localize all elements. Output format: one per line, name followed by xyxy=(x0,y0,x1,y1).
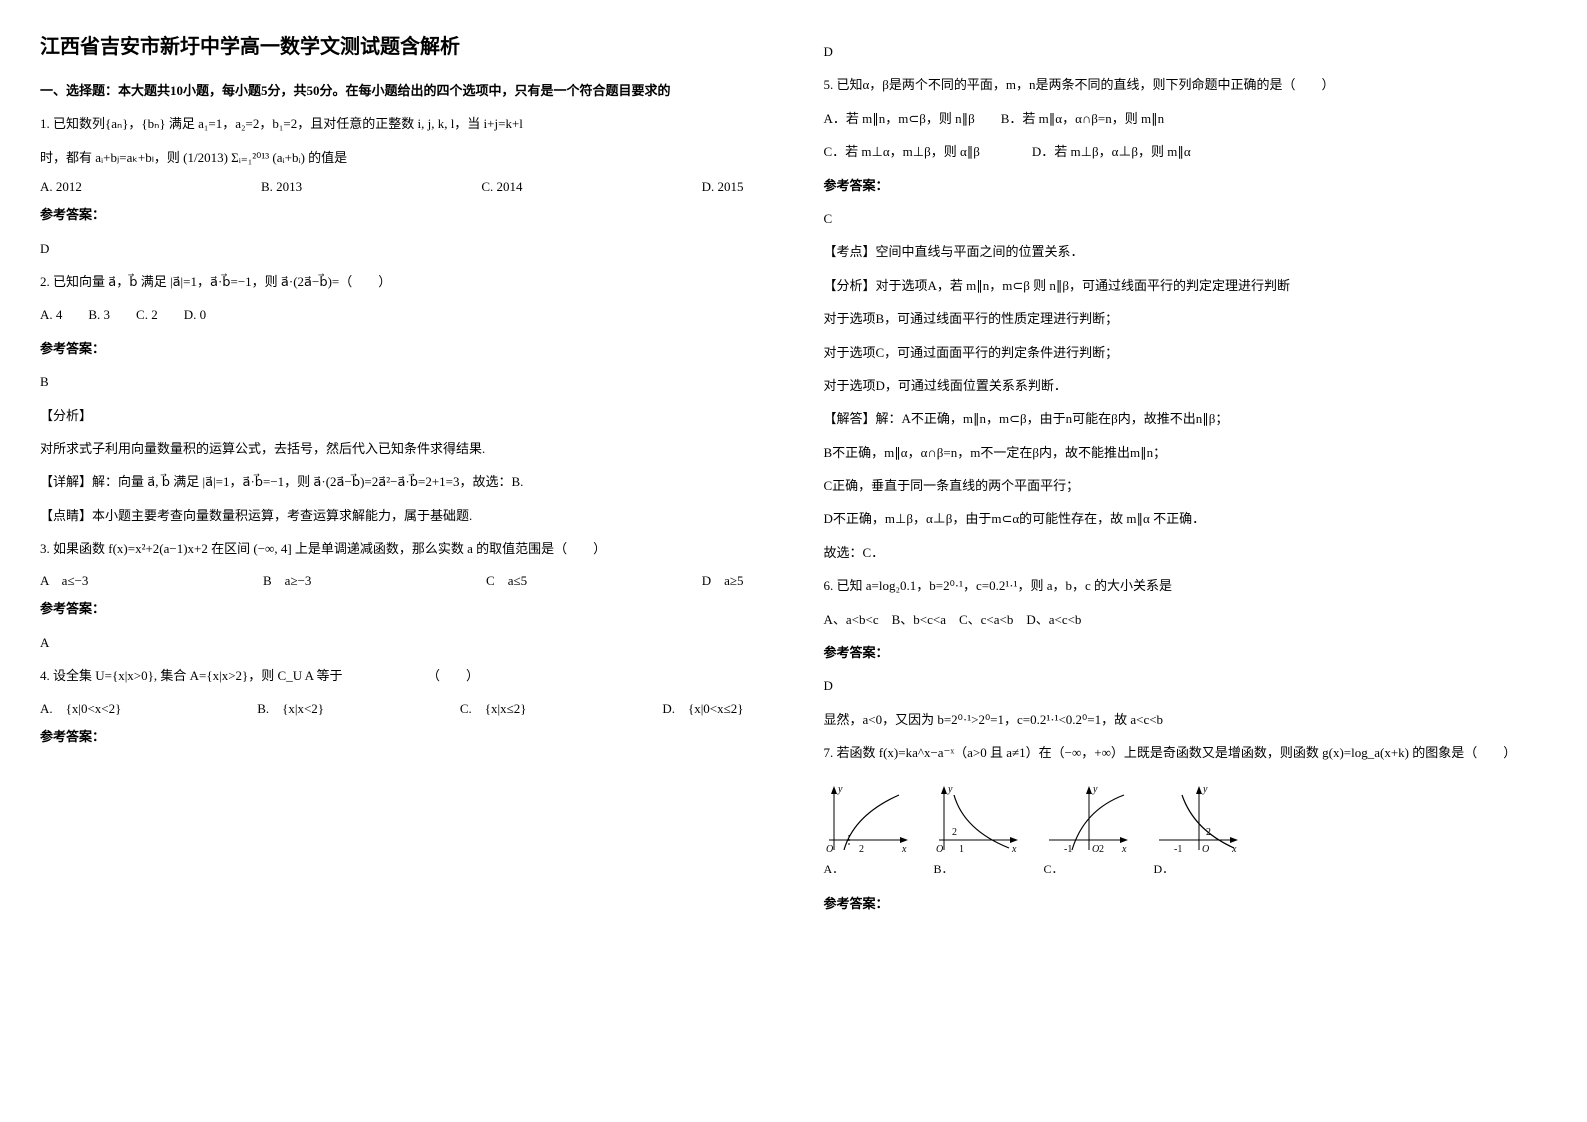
svg-text:1: 1 xyxy=(959,844,964,855)
q4-option-c: C. {x|x≤2} xyxy=(460,698,527,717)
q2-answer: B xyxy=(40,370,764,393)
q4-option-b: B. {x|x<2} xyxy=(257,698,324,717)
q3-option-a: A a≤−3 xyxy=(40,570,88,589)
page-title: 江西省吉安市新圩中学高一数学文测试题含解析 xyxy=(40,30,764,59)
q5-answer-label: 参考答案： xyxy=(824,174,1548,197)
q5-analysis-3: 对于选项C，可通过面面平行的判定条件进行判断； xyxy=(824,341,1548,364)
svg-text:-1: -1 xyxy=(1064,844,1072,855)
q3-option-b: B a≥−3 xyxy=(263,570,311,589)
q2-analysis: 对所求式子利用向量数量积的运算公式，去括号，然后代入已知条件求得结果. xyxy=(40,437,764,460)
q5-analysis-2: 对于选项B，可通过线面平行的性质定理进行判断； xyxy=(824,307,1548,330)
svg-text:2: 2 xyxy=(859,844,864,855)
q7-stem: 7. 若函数 f(x)=ka^x−a⁻ˣ（a>0 且 a≠1）在（−∞，+∞）上… xyxy=(824,741,1548,764)
q3-answer: A xyxy=(40,631,764,654)
q1-option-b: B. 2013 xyxy=(261,179,302,195)
q3-option-c: C a≤5 xyxy=(486,570,527,589)
q1-answer-label: 参考答案： xyxy=(40,203,764,226)
q5-solve-4: D不正确，m⊥β，α⊥β，由于m⊂α的可能性存在，故 m∥α 不正确． xyxy=(824,507,1548,530)
q1-stem-line2: 时，都有 aᵢ+bⱼ=aₖ+bₗ，则 (1/2013) Σᵢ₌₁²⁰¹³ (aᵢ… xyxy=(40,146,764,169)
q2-analysis-label: 【分析】 xyxy=(40,404,764,427)
svg-text:-1: -1 xyxy=(1174,844,1182,855)
svg-text:y: y xyxy=(837,784,843,795)
q7-label-c: C． xyxy=(1044,862,1064,876)
q5-stem: 5. 已知α，β是两个不同的平面，m，n是两条不同的直线，则下列命题中正确的是（… xyxy=(824,73,1548,96)
q5-answer: C xyxy=(824,207,1548,230)
graph-c-svg: O x y -1 2 xyxy=(1044,780,1134,860)
q2-stem: 2. 已知向量 a⃗，b⃗ 满足 |a⃗|=1，a⃗·b⃗=−1，则 a⃗·(2… xyxy=(40,270,764,293)
q4-answer-label: 参考答案： xyxy=(40,725,764,748)
q7-label-d: D． xyxy=(1154,862,1175,876)
svg-text:O: O xyxy=(936,844,943,855)
graph-d-svg: O x y -1 2 xyxy=(1154,780,1244,860)
svg-text:2: 2 xyxy=(952,827,957,838)
q3-options: A a≤−3 B a≥−3 C a≤5 D a≥5 xyxy=(40,570,764,589)
q2-options: A. 4 B. 3 C. 2 D. 0 xyxy=(40,303,764,326)
q1-option-a: A. 2012 xyxy=(40,179,82,195)
q6-detail: 显然，a<0，又因为 b=2⁰·¹>2⁰=1，c=0.2¹·¹<0.2⁰=1，故… xyxy=(824,708,1548,731)
q1-option-c: C. 2014 xyxy=(481,179,522,195)
q5-solve-3: C正确，垂直于同一条直线的两个平面平行； xyxy=(824,474,1548,497)
q7-label-b: B． xyxy=(934,862,954,876)
section-heading: 一、选择题：本大题共10小题，每小题5分，共50分。在每小题给出的四个选项中，只… xyxy=(40,79,764,102)
graph-b-svg: O x y 2 1 xyxy=(934,780,1024,860)
svg-text:y: y xyxy=(947,784,953,795)
q5-analysis: 【分析】对于选项A，若 m∥n，m⊂β 则 n∥β，可通过线面平行的判定定理进行… xyxy=(824,274,1548,297)
q2-detail: 【详解】解：向量 a⃗, b⃗ 满足 |a⃗|=1，a⃗·b⃗=−1，则 a⃗·… xyxy=(40,470,764,493)
graph-a-svg: O x y 2 xyxy=(824,780,914,860)
svg-text:y: y xyxy=(1202,784,1208,795)
q3-stem: 3. 如果函数 f(x)=x²+2(a−1)x+2 在区间 (−∞, 4] 上是… xyxy=(40,537,764,560)
q1-answer: D xyxy=(40,237,764,260)
q2-answer-label: 参考答案： xyxy=(40,337,764,360)
q3-option-d: D a≥5 xyxy=(702,570,744,589)
q1-option-d: D. 2015 xyxy=(702,179,744,195)
q5-options-cd: C．若 m⊥α，m⊥β，则 α∥β D．若 m⊥β，α⊥β，则 m∥α xyxy=(824,140,1548,163)
left-column: 江西省吉安市新圩中学高一数学文测试题含解析 一、选择题：本大题共10小题，每小题… xyxy=(40,30,764,919)
q5-options-ab: A．若 m∥n，m⊂β，则 n∥β B．若 m∥α，α∩β=n，则 m∥n xyxy=(824,107,1548,130)
q7-graph-b: O x y 2 1 B． xyxy=(934,780,1024,877)
q7-graph-d: O x y -1 2 D． xyxy=(1154,780,1244,877)
q5-solve-5: 故选：C． xyxy=(824,541,1548,564)
q7-label-a: A． xyxy=(824,862,845,876)
right-column: D 5. 已知α，β是两个不同的平面，m，n是两条不同的直线，则下列命题中正确的… xyxy=(824,30,1548,919)
q7-answer-label: 参考答案： xyxy=(824,892,1548,915)
q7-graph-c: O x y -1 2 C． xyxy=(1044,780,1134,877)
q7-graph-a: O x y 2 A． xyxy=(824,780,914,877)
q6-stem: 6. 已知 a=log₂0.1，b=2⁰·¹，c=0.2¹·¹，则 a，b，c … xyxy=(824,574,1548,597)
q3-answer-label: 参考答案： xyxy=(40,597,764,620)
q6-answer-label: 参考答案： xyxy=(824,641,1548,664)
q4-answer: D xyxy=(824,40,1548,63)
q5-solve: 【解答】解：A不正确，m∥n，m⊂β，由于n可能在β内，故推不出n∥β； xyxy=(824,407,1548,430)
svg-text:2: 2 xyxy=(1099,844,1104,855)
q2-point: 【点睛】本小题主要考查向量数量积运算，考查运算求解能力，属于基础题. xyxy=(40,504,764,527)
q5-analysis-4: 对于选项D，可通过线面位置关系系判断． xyxy=(824,374,1548,397)
q4-stem: 4. 设全集 U={x|x>0}, 集合 A={x|x>2}，则 C_U A 等… xyxy=(40,664,764,687)
q6-answer: D xyxy=(824,674,1548,697)
q6-options: A、a<b<c B、b<c<a C、c<a<b D、a<c<b xyxy=(824,608,1548,631)
q1-stem-line1: 1. 已知数列{aₙ}，{bₙ} 满足 a₁=1，a₂=2，b₁=2，且对任意的… xyxy=(40,112,764,135)
q5-point: 【考点】空间中直线与平面之间的位置关系． xyxy=(824,240,1548,263)
q4-option-a: A. {x|0<x<2} xyxy=(40,698,121,717)
q5-solve-2: B不正确，m∥α，α∩β=n，m不一定在β内，故不能推出m∥n； xyxy=(824,441,1548,464)
q4-options: A. {x|0<x<2} B. {x|x<2} C. {x|x≤2} D. {x… xyxy=(40,698,764,717)
svg-text:x: x xyxy=(901,844,907,855)
svg-text:x: x xyxy=(1231,844,1237,855)
svg-text:O: O xyxy=(1202,844,1209,855)
q1-options: A. 2012 B. 2013 C. 2014 D. 2015 xyxy=(40,179,764,195)
svg-text:x: x xyxy=(1011,844,1017,855)
svg-text:x: x xyxy=(1121,844,1127,855)
svg-text:y: y xyxy=(1092,784,1098,795)
svg-text:O: O xyxy=(826,844,833,855)
q7-graphs: O x y 2 A． O x y 2 xyxy=(824,780,1548,877)
q4-option-d: D. {x|0<x≤2} xyxy=(662,698,743,717)
